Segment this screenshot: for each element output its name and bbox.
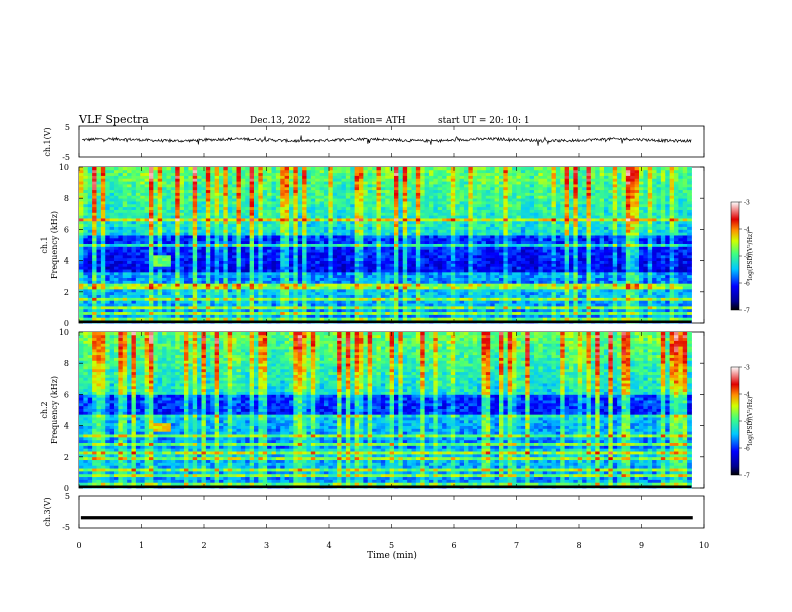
ch2-colorbar-ticks: -3 -4 -5 -6 -7 [739, 365, 750, 480]
ch1-colorbar-label: log(PSD)(V²/Hz) [747, 232, 754, 281]
ch3-ytick-bottom: -5 [62, 523, 70, 532]
date-label: Dec.13, 2022 [250, 116, 311, 126]
colorbar-tick-label: -7 [744, 308, 750, 315]
xtick-label: 10 [699, 541, 709, 550]
station-label: station= ATH [344, 116, 406, 126]
ch1-spectrogram-ylabel: Frequency (kHz) [50, 211, 59, 279]
ch3-waveform-frame [78, 495, 705, 529]
ch3-waveform-ylabel: ch.3(V) [43, 497, 52, 526]
colorbar-tick-label: -7 [744, 473, 750, 480]
colorbar-tick-label: -6 [744, 281, 750, 288]
colorbar-tick-label: -3 [744, 200, 750, 207]
ytick-label: 4 [64, 422, 69, 431]
colorbar-tick-label: -5 [744, 254, 750, 261]
xtick-label: 1 [139, 541, 144, 550]
ch1-colorbar-ticks: -3 -4 -5 -6 -7 [739, 200, 750, 315]
xtick-label: 6 [451, 541, 456, 550]
ch1-spectrogram-image [79, 167, 692, 324]
ch1-spectrogram-yticks: 0 2 4 6 8 10 [59, 163, 704, 328]
ytick-label: 6 [64, 225, 69, 234]
ytick-label: 0 [64, 484, 69, 493]
ch1-waveform-panel: 5 -5 ch.1(V) [43, 123, 705, 162]
ytick-label: 8 [64, 359, 69, 368]
ch1-spectrogram-channel-label: ch.1 [40, 236, 49, 253]
ch2-spectrogram-channel-label: ch.2 [40, 401, 49, 418]
ytick-label: 10 [59, 328, 69, 337]
xtick-label: 7 [514, 541, 519, 550]
xtick-label: 2 [201, 541, 206, 550]
ch1-ytick-top: 5 [65, 123, 70, 132]
colorbar-tick-label: -5 [744, 419, 750, 426]
ytick-label: 4 [64, 257, 69, 266]
ch2-spectrogram-yticks: 0 2 4 6 8 10 [59, 328, 704, 493]
ch3-waveform-panel: 5 -5 ch.3(V) 0 1 2 3 4 5 6 7 8 9 10 Time (min) [43, 126, 709, 561]
ytick-label: 0 [64, 319, 69, 328]
ytick-label: 8 [64, 194, 69, 203]
colorbar-tick-label: -4 [744, 392, 750, 399]
ytick-label: 6 [64, 390, 69, 399]
ch2-colorbar [730, 366, 740, 476]
ch1-waveform-trace [82, 135, 692, 146]
ytick-label: 10 [59, 163, 69, 172]
colorbar-tick-label: -6 [744, 446, 750, 453]
ch3-ytick-top: 5 [65, 492, 70, 501]
colorbar-tick-label: -4 [744, 227, 750, 234]
ch2-spectrogram-image [79, 332, 692, 489]
xtick-label: 0 [76, 541, 81, 550]
ch1-ytick-bottom: -5 [62, 153, 70, 162]
ch2-spectrogram-ylabel: Frequency (kHz) [50, 376, 59, 444]
start-time-label: start UT = 20: 10: 1 [438, 116, 530, 126]
time-axis-ticks: 0 1 2 3 4 5 6 7 8 9 10 [76, 126, 709, 550]
xtick-label: 8 [576, 541, 581, 550]
xtick-label: 4 [326, 541, 331, 550]
xtick-label: 9 [639, 541, 644, 550]
ch2-colorbar-label: log(PSD)(V²/Hz) [747, 397, 754, 446]
xtick-label: 5 [389, 541, 394, 550]
ytick-label: 2 [64, 288, 69, 297]
ch1-waveform-ylabel: ch.1(V) [43, 127, 52, 156]
colorbar-tick-label: -3 [744, 365, 750, 372]
figure-title: VLF Spectra [78, 113, 149, 126]
ch1-colorbar [730, 201, 740, 311]
xtick-label: 3 [264, 541, 269, 550]
ytick-label: 2 [64, 453, 69, 462]
time-axis-label: Time (min) [367, 550, 417, 561]
